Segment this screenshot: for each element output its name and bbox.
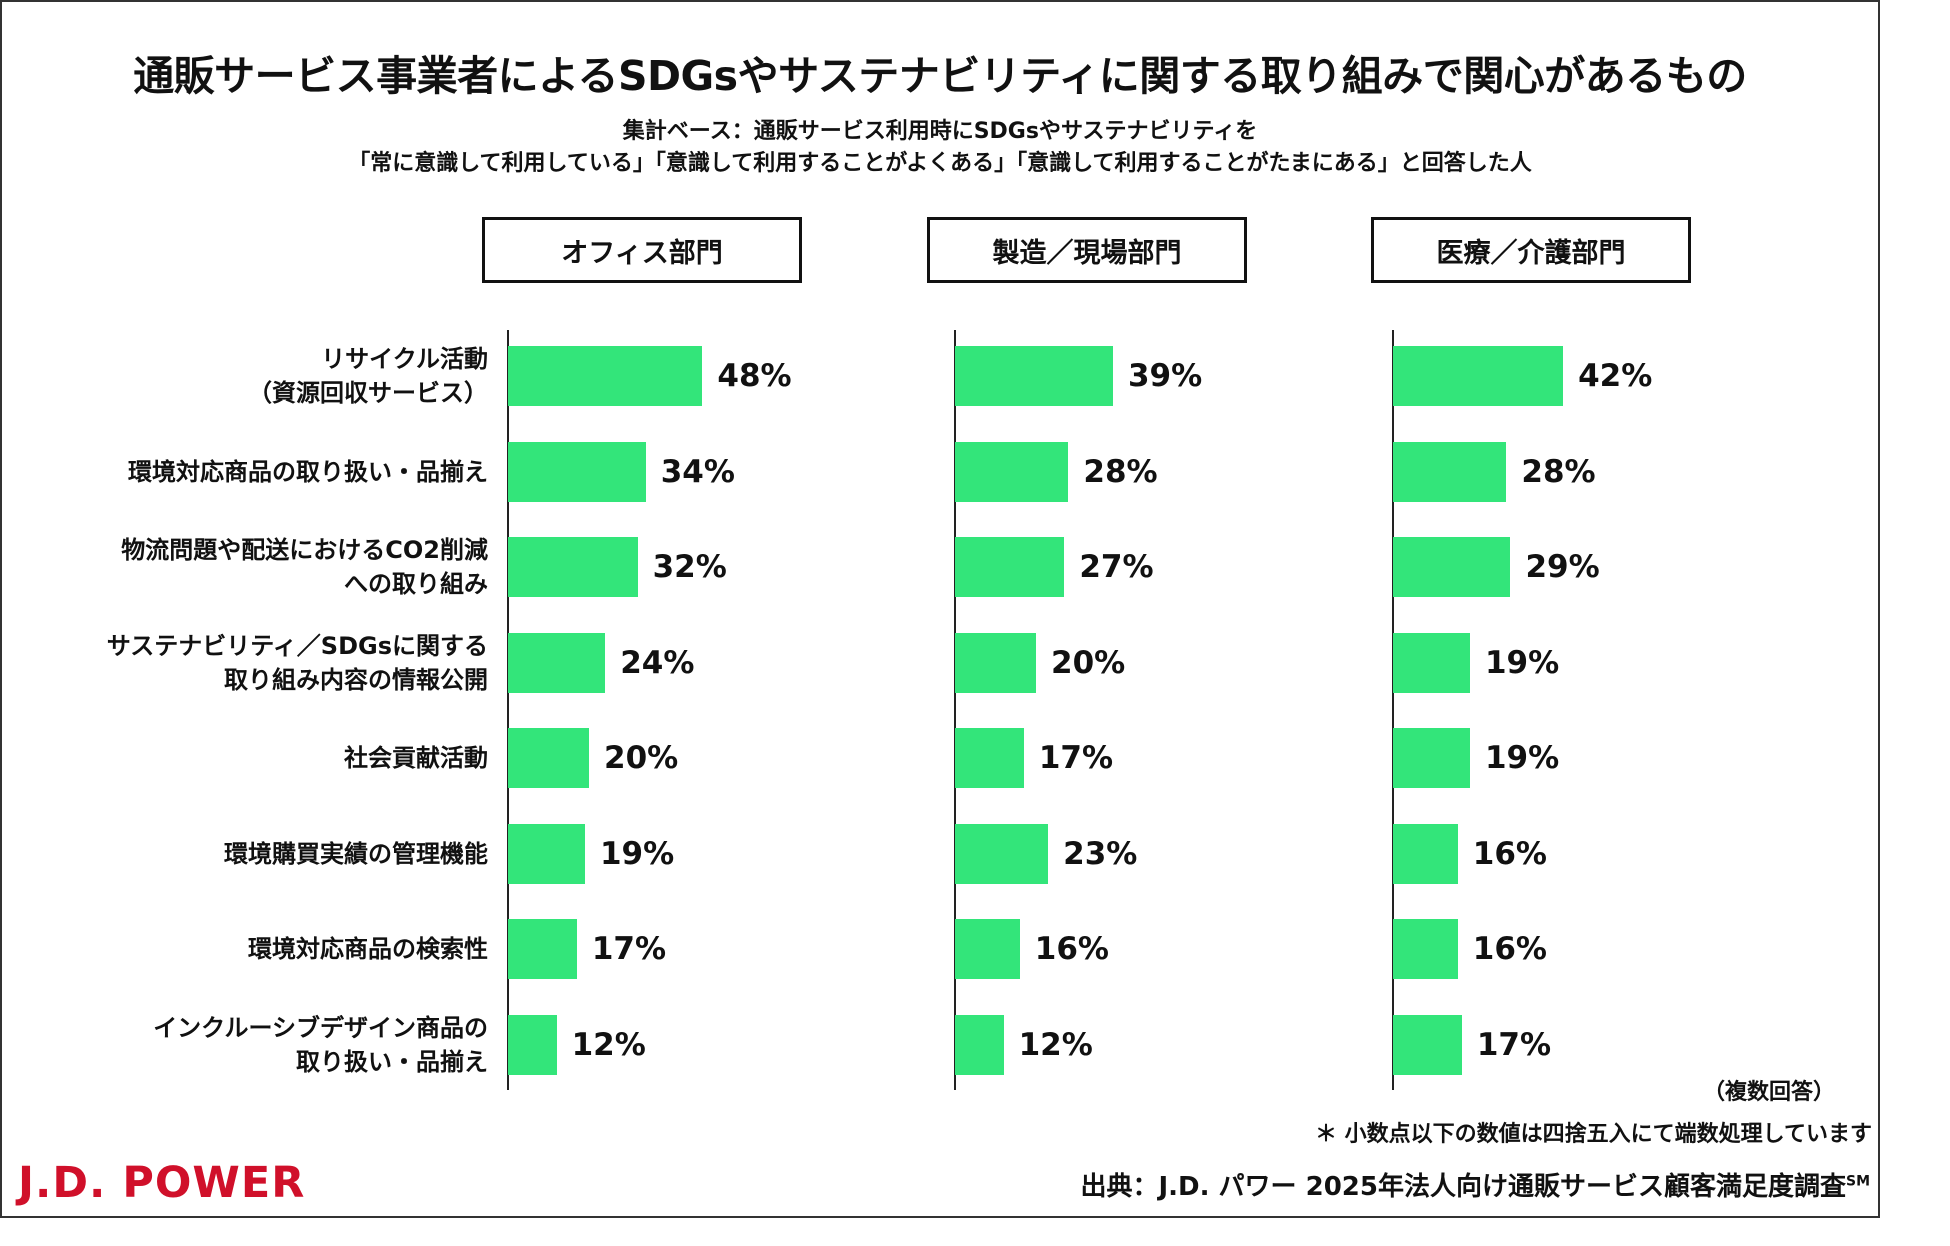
category-label-line: （資源回収サービス） — [248, 379, 488, 407]
category-label-line: 物流問題や配送におけるCO2削減 — [121, 536, 488, 564]
category-label-line: 環境購買実績の管理機能 — [224, 839, 488, 868]
bar-panel2-row8 — [955, 1014, 1004, 1075]
category-label-line: 環境対応商品の検索性 — [248, 935, 488, 963]
category-label-line: 環境対応商品の取り扱い・品揃え — [128, 457, 488, 486]
category-label-line: 取り扱い・品揃え — [296, 1047, 488, 1076]
category-label-line: 社会貢献活動 — [344, 744, 488, 772]
data-label-panel1-row5: 20% — [604, 740, 679, 776]
bar-panel2-row1 — [955, 346, 1113, 406]
data-label-panel1-row1: 48% — [717, 358, 792, 394]
panel-header-3: 医療／介護部門 — [1371, 217, 1691, 283]
data-label-panel2-row2: 28% — [1083, 453, 1158, 490]
bar-panel2-row5 — [955, 728, 1024, 788]
bar-panel2-row6 — [955, 823, 1049, 884]
bar-panel2-row7 — [955, 919, 1020, 979]
category-label-5: 社会貢献活動 — [40, 741, 488, 775]
data-label-panel3-row7: 16% — [1472, 931, 1547, 967]
data-label-panel1-row3: 32% — [652, 549, 727, 585]
data-label-panel3-row8: 17% — [1476, 1026, 1552, 1063]
bar-panel2-row2 — [955, 441, 1069, 502]
category-label-3: 物流問題や配送におけるCO2削減への取り組み — [40, 533, 488, 601]
bar-panel3-row1 — [1393, 346, 1564, 406]
source-text: 出典：J.D. パワー 2025年法人向け通販サービス顧客満足度調査 — [1080, 1172, 1846, 1202]
category-label-6: 環境購買実績の管理機能 — [40, 837, 488, 871]
data-label-panel3-row5: 19% — [1484, 740, 1560, 776]
data-label-panel2-row3: 27% — [1079, 549, 1154, 585]
rounding-note: ＊ 小数点以下の数値は四捨五入にて端数処理しています — [1314, 1122, 1872, 1147]
category-label-line: リサイクル活動 — [321, 345, 488, 373]
bar-panel1-row3 — [508, 537, 638, 597]
data-label-panel1-row8: 12% — [571, 1026, 646, 1063]
bar-panel1-row2 — [508, 441, 646, 502]
panel-axis-2 — [954, 330, 956, 1090]
bar-panel3-row5 — [1393, 728, 1470, 788]
bar-panel2-row3 — [955, 537, 1065, 597]
category-label-1: リサイクル活動 （資源回収サービス） — [40, 342, 488, 410]
category-label-line: サステナビリティ／SDGsに関する — [106, 631, 488, 660]
category-label-line: への取り組み — [344, 570, 488, 598]
category-label-2: 環境対応商品の取り扱い・品揃え — [40, 455, 488, 489]
data-label-panel3-row6: 16% — [1472, 835, 1547, 872]
category-label-4: サステナビリティ／SDGsに関する取り組み内容の情報公開 — [40, 629, 488, 697]
panel-header-1: オフィス部門 — [482, 217, 802, 283]
bar-panel2-row4 — [955, 632, 1036, 693]
category-label-line: インクルーシブデザイン商品の — [153, 1013, 488, 1042]
chart-subtitle-line2: 「常に意識して利用している」「意識して利用することがよくある」「意識して利用する… — [348, 151, 1532, 176]
bar-panel1-row4 — [508, 632, 606, 693]
data-label-panel3-row4: 19% — [1484, 644, 1560, 681]
jd-power-logo: J.D. POWER — [18, 1158, 306, 1208]
bar-panel3-row6 — [1393, 823, 1458, 884]
category-label-7: 環境対応商品の検索性 — [40, 932, 488, 966]
bar-panel3-row3 — [1393, 537, 1511, 597]
data-label-panel3-row1: 42% — [1578, 358, 1653, 394]
data-label-panel1-row6: 19% — [599, 835, 675, 872]
service-mark: SM — [1845, 1173, 1870, 1190]
data-label-panel2-row4: 20% — [1051, 644, 1126, 681]
bar-panel1-row5 — [508, 728, 589, 788]
panel-header-2: 製造／現場部門 — [927, 217, 1247, 283]
data-label-panel1-row4: 24% — [620, 644, 695, 681]
bar-panel1-row1 — [508, 346, 703, 406]
data-label-panel2-row6: 23% — [1063, 835, 1138, 872]
panel-axis-3 — [1392, 330, 1394, 1090]
category-label-8: インクルーシブデザイン商品の取り扱い・品揃え — [40, 1011, 488, 1079]
data-label-panel1-row7: 17% — [591, 931, 667, 967]
data-label-panel2-row7: 16% — [1034, 931, 1109, 967]
data-label-panel2-row5: 17% — [1038, 740, 1114, 776]
multi-answer-note: （複数回答） — [1702, 1080, 1835, 1105]
source-citation: 出典：J.D. パワー 2025年法人向け通販サービス顧客満足度調査SM — [1081, 1166, 1871, 1203]
bar-panel3-row2 — [1393, 441, 1507, 502]
data-label-panel3-row3: 29% — [1525, 549, 1600, 585]
chart-subtitle-line1: 集計ベース：通販サービス利用時にSDGsやサステナビリティを — [622, 119, 1258, 144]
data-label-panel3-row2: 28% — [1521, 453, 1596, 490]
bar-panel3-row4 — [1393, 632, 1470, 693]
chart-title: 通販サービス事業者によるSDGsやサステナビリティに関する取り組みで関心があるも… — [133, 52, 1747, 100]
category-label-line: 取り組み内容の情報公開 — [224, 665, 488, 694]
bar-panel1-row6 — [508, 823, 585, 884]
bar-panel3-row8 — [1393, 1014, 1462, 1075]
panel-axis-1 — [507, 330, 509, 1090]
bar-panel1-row7 — [508, 919, 577, 979]
bar-panel3-row7 — [1393, 919, 1458, 979]
chart-frame — [0, 0, 1880, 1218]
data-label-panel1-row2: 34% — [660, 453, 735, 490]
bar-panel1-row8 — [508, 1014, 557, 1075]
data-label-panel2-row8: 12% — [1018, 1026, 1093, 1063]
data-label-panel2-row1: 39% — [1127, 358, 1203, 394]
